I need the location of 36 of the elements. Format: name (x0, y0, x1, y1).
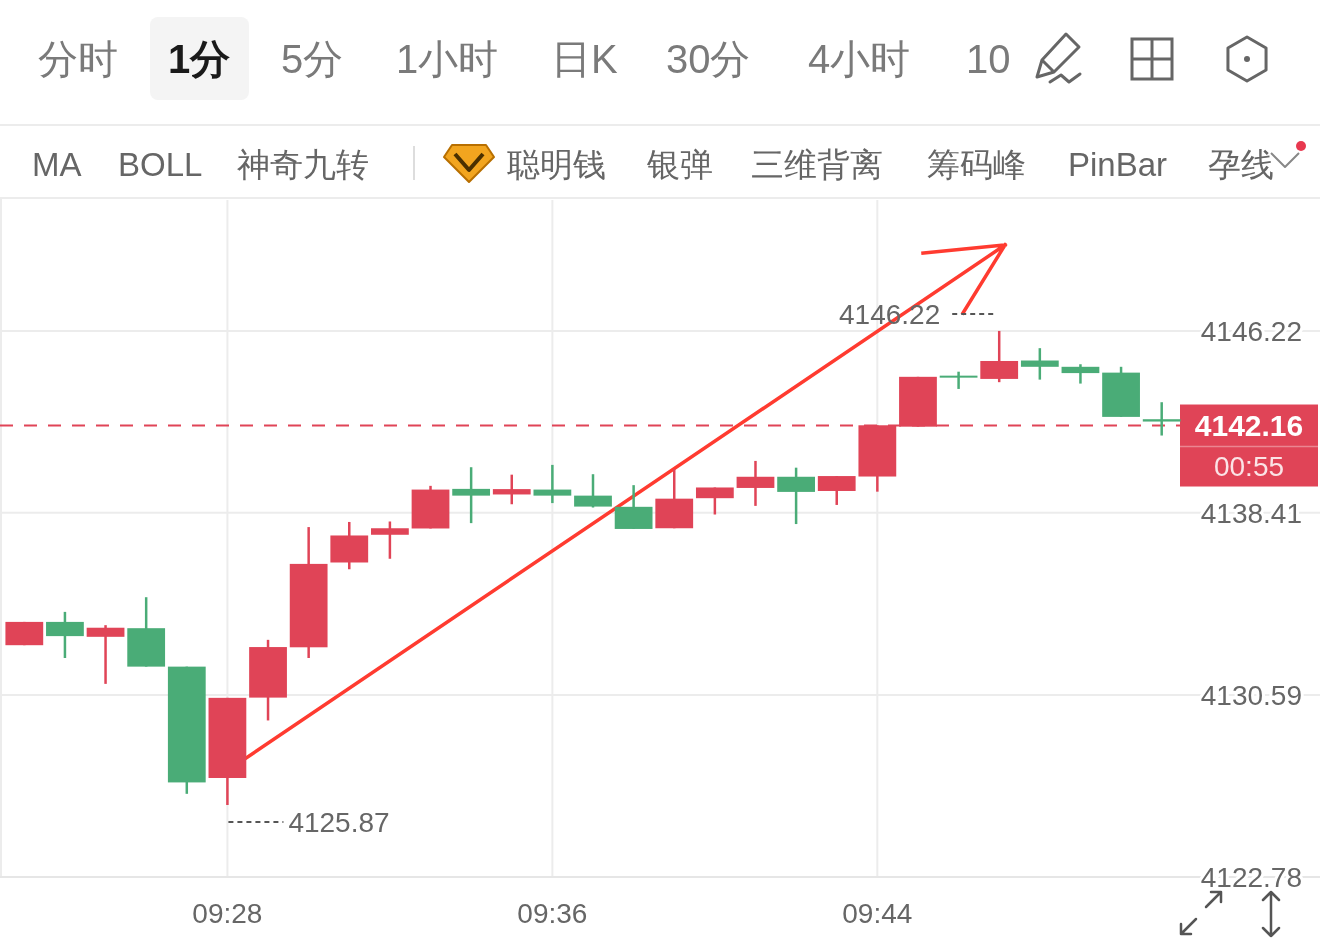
text: 30分 (666, 37, 751, 81)
annotation: 4125.87 (288, 806, 390, 838)
candlestick (86, 623, 125, 686)
y-tick-label: 4122.78 (1200, 861, 1302, 893)
candlestick (533, 463, 572, 505)
text: 孕线 (1208, 146, 1274, 183)
candlestick (492, 473, 531, 506)
text: BOLL (118, 146, 203, 183)
text: 1分 (168, 37, 231, 81)
text: 10 (966, 37, 1011, 81)
ref-line-label: 4142.16 (1194, 409, 1304, 443)
candlestick (371, 520, 409, 561)
text: 4小时 (808, 37, 911, 81)
y-tick-label: 4130.59 (1200, 679, 1302, 711)
text: 筹码峰 (927, 146, 1026, 183)
candlestick (1020, 346, 1059, 381)
text: 聪明钱 (507, 146, 606, 183)
y-tick-label: 4138.41 (1200, 497, 1302, 529)
text: 三维背离 (751, 146, 883, 183)
x-tick-label: 09:36 (517, 898, 588, 929)
x-tick-label: 09:44 (842, 898, 913, 929)
candlestick (939, 370, 978, 391)
candlestick (1142, 400, 1181, 437)
text: 1小时 (396, 37, 499, 81)
x-tick-label: 09:28 (192, 898, 263, 929)
text: 5分 (281, 37, 344, 81)
text: 日K (551, 37, 618, 81)
text: 银弹 (646, 146, 713, 183)
text: MA (32, 146, 82, 183)
y-tick-label: 4146.22 (1200, 315, 1302, 347)
text: PinBar (1068, 146, 1168, 183)
candlestick (452, 465, 491, 525)
candlestick (1061, 362, 1100, 385)
text: 神奇九转 (237, 146, 369, 183)
text: 00:55 (1213, 451, 1285, 483)
text: 分时 (38, 37, 118, 81)
